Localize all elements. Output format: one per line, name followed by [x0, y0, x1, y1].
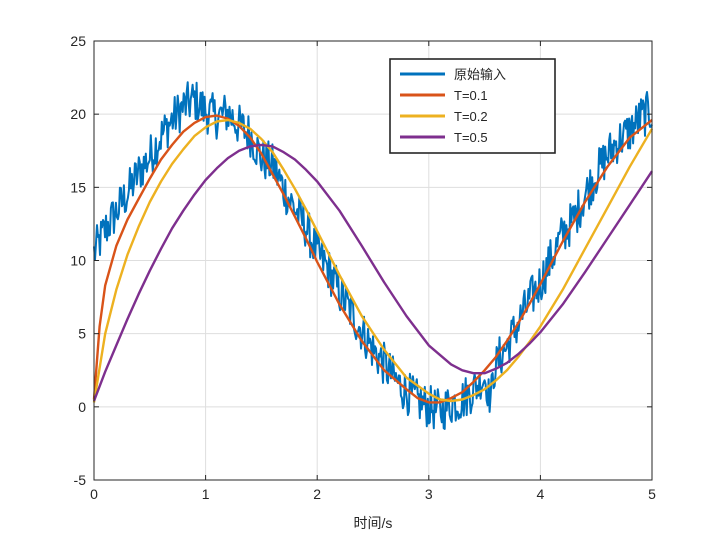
- y-tick-label: 20: [70, 106, 86, 122]
- y-tick-label: 15: [70, 179, 86, 195]
- x-tick-label: 2: [313, 486, 321, 502]
- legend: 原始输入 T=0.1 T=0.2 T=0.5: [389, 58, 556, 154]
- legend-label: T=0.2: [454, 109, 488, 124]
- series-line-0: [93, 81, 653, 430]
- x-tick-label: 0: [90, 486, 98, 502]
- legend-label: T=0.1: [454, 88, 488, 103]
- x-tick-label: 5: [648, 486, 656, 502]
- series-group: [92, 81, 654, 430]
- series-line-1: [92, 114, 653, 404]
- x-tick-label: 3: [425, 486, 433, 502]
- series-line-3: [92, 143, 654, 402]
- x-axis-label: 时间/s: [354, 515, 393, 531]
- y-tick-label: 10: [70, 253, 86, 269]
- legend-label: 原始输入: [454, 67, 506, 82]
- y-tick-label: 25: [70, 33, 86, 49]
- y-tick-label: 0: [78, 399, 86, 415]
- y-tick-label: -5: [74, 472, 87, 488]
- y-tick-label: 5: [78, 326, 86, 342]
- x-tick-label: 1: [202, 486, 210, 502]
- legend-label: T=0.5: [454, 130, 488, 145]
- x-tick-label: 4: [537, 486, 545, 502]
